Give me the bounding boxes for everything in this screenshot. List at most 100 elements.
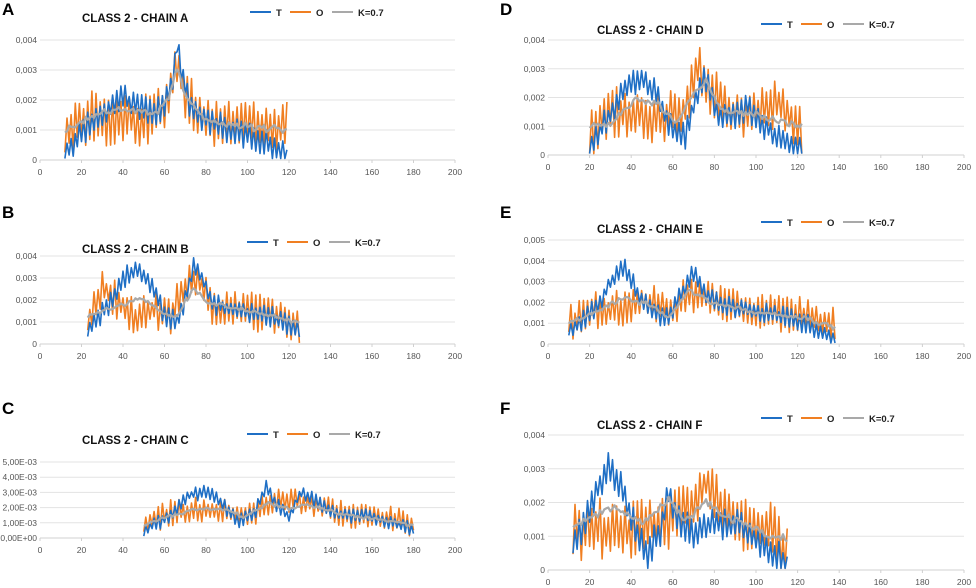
x-tick-label: 40	[118, 351, 128, 361]
y-tick-label: 0,003	[524, 64, 546, 74]
y-tick-label: 0	[540, 150, 545, 160]
chart-b: CLASS 2 - CHAIN B T O K=0.7 0 0,001 0,002 0,003…	[16, 238, 463, 361]
x-tick-label: 60	[668, 162, 678, 172]
y-tick-label: 0,002	[524, 498, 546, 508]
chart-title: CLASS 2 - CHAIN B	[82, 244, 189, 256]
y-tick-label: 0	[540, 565, 545, 575]
x-tick-label: 200	[957, 351, 971, 361]
panel-letter-c: C	[2, 399, 15, 418]
x-tick-label: 140	[323, 545, 337, 555]
y-tick-label: 0,00E+00	[0, 533, 37, 543]
legend-label-k: K=0.7	[869, 218, 895, 229]
x-tick-label: 100	[240, 545, 254, 555]
legend-label-k: K=0.7	[869, 20, 895, 31]
x-tick-label: 80	[201, 351, 211, 361]
y-tick-label: 0,004	[524, 256, 546, 266]
x-tick-label: 200	[448, 351, 462, 361]
legend-label-o: O	[313, 238, 320, 249]
x-tick-label: 80	[201, 545, 211, 555]
x-tick-label: 120	[791, 351, 805, 361]
x-tick-label: 20	[585, 351, 595, 361]
x-tick-label: 100	[240, 167, 254, 177]
x-tick-label: 0	[38, 351, 43, 361]
legend-label-k: K=0.7	[358, 8, 384, 19]
y-tick-label: 0,003	[16, 65, 38, 75]
x-tick-label: 80	[201, 167, 211, 177]
x-tick-label: 0	[38, 167, 43, 177]
x-tick-label: 120	[282, 351, 296, 361]
y-tick-label: 2,00E-03	[3, 503, 38, 513]
x-tick-label: 40	[118, 167, 128, 177]
x-tick-label: 140	[832, 351, 846, 361]
y-tick-label: 0	[540, 339, 545, 349]
x-tick-label: 80	[710, 162, 720, 172]
series-line-o	[64, 51, 288, 153]
x-tick-label: 120	[791, 577, 805, 587]
x-tick-label: 60	[160, 167, 170, 177]
x-tick-label: 180	[915, 351, 929, 361]
x-tick-label: 60	[160, 351, 170, 361]
y-tick-label: 0,004	[524, 430, 546, 440]
x-tick-label: 0	[546, 577, 551, 587]
legend-label-k: K=0.7	[355, 430, 381, 441]
chart-d: CLASS 2 - CHAIN D T O K=0.7 0 0,001 0,002 0,003…	[524, 20, 972, 172]
y-tick-label: 0	[32, 339, 37, 349]
x-tick-label: 180	[406, 351, 420, 361]
x-tick-label: 100	[749, 351, 763, 361]
x-tick-label: 200	[957, 162, 971, 172]
legend-label-o: O	[827, 20, 834, 31]
legend-label-t: T	[273, 238, 279, 249]
x-tick-label: 100	[749, 162, 763, 172]
legend-label-o: O	[827, 414, 834, 425]
x-tick-label: 160	[365, 545, 379, 555]
y-tick-label: 0,001	[524, 318, 546, 328]
x-tick-label: 60	[160, 545, 170, 555]
y-tick-label: 0	[32, 155, 37, 165]
series-line-k	[588, 77, 803, 129]
series-line-k	[86, 287, 300, 325]
y-tick-label: 0,004	[16, 251, 38, 261]
x-tick-label: 60	[668, 577, 678, 587]
x-tick-label: 140	[832, 577, 846, 587]
legend-label-t: T	[787, 20, 793, 31]
legend-label-k: K=0.7	[869, 414, 895, 425]
y-tick-label: 0,001	[524, 121, 546, 131]
x-tick-label: 180	[915, 577, 929, 587]
x-tick-label: 40	[626, 351, 636, 361]
x-tick-label: 40	[626, 577, 636, 587]
x-tick-label: 160	[365, 351, 379, 361]
y-tick-label: 0,002	[16, 295, 38, 305]
panel-letter-e: E	[500, 203, 512, 222]
x-tick-label: 180	[406, 545, 420, 555]
x-tick-label: 200	[448, 545, 462, 555]
x-tick-label: 120	[282, 545, 296, 555]
chart-title: CLASS 2 - CHAIN A	[82, 13, 188, 25]
y-tick-label: 0,003	[16, 273, 38, 283]
x-tick-label: 80	[710, 351, 720, 361]
x-tick-label: 100	[240, 351, 254, 361]
x-tick-label: 160	[874, 162, 888, 172]
y-tick-label: 0,001	[16, 317, 38, 327]
series-line-k	[64, 68, 288, 134]
y-tick-label: 4,00E-03	[3, 472, 38, 482]
panel-letter-a: A	[2, 0, 15, 19]
y-tick-label: 0,001	[16, 125, 38, 135]
chart-title: CLASS 2 - CHAIN C	[82, 435, 189, 447]
x-tick-label: 0	[38, 545, 43, 555]
panel-letter-f: F	[500, 399, 511, 418]
y-tick-label: 5,00E-03	[3, 457, 38, 467]
y-tick-label: 0,003	[524, 277, 546, 287]
series-line-t	[86, 257, 301, 338]
x-tick-label: 120	[791, 162, 805, 172]
y-tick-label: 0,001	[524, 531, 546, 541]
y-tick-label: 0,002	[524, 93, 546, 103]
x-tick-label: 200	[957, 577, 971, 587]
legend-label-t: T	[787, 414, 793, 425]
chart-title: CLASS 2 - CHAIN F	[597, 420, 702, 432]
series-line-t	[572, 452, 788, 570]
x-tick-label: 140	[323, 351, 337, 361]
x-tick-label: 0	[546, 162, 551, 172]
legend-label-o: O	[827, 218, 834, 229]
x-tick-label: 160	[874, 577, 888, 587]
x-tick-label: 200	[448, 167, 462, 177]
